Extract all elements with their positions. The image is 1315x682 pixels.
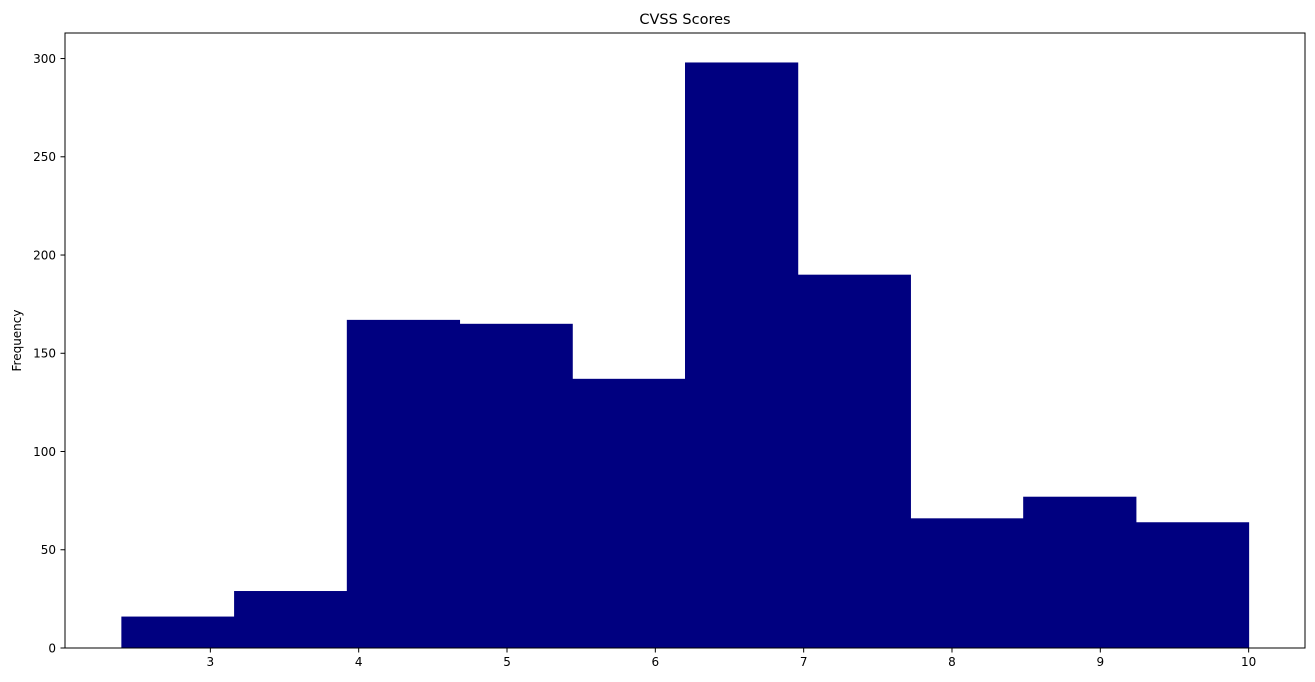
y-axis-label: Frequency bbox=[10, 310, 24, 372]
x-tick-label: 4 bbox=[355, 655, 363, 669]
x-tick-label: 3 bbox=[207, 655, 215, 669]
y-tick-label: 50 bbox=[41, 543, 56, 557]
histogram-bar bbox=[1023, 496, 1137, 648]
y-tick-label: 300 bbox=[33, 52, 56, 66]
x-tick-label: 10 bbox=[1241, 655, 1256, 669]
histogram-bar bbox=[234, 591, 348, 648]
histogram-bar bbox=[572, 378, 686, 648]
x-tick-label: 9 bbox=[1096, 655, 1104, 669]
chart-title: CVSS Scores bbox=[639, 12, 730, 28]
histogram-bar bbox=[797, 274, 911, 648]
x-tick-label: 6 bbox=[652, 655, 660, 669]
x-tick-label: 5 bbox=[503, 655, 511, 669]
histogram-bar bbox=[910, 518, 1024, 648]
x-axis: 3 4 5 6 7 8 9 10 bbox=[207, 648, 1256, 669]
histogram-bar bbox=[685, 62, 799, 649]
histogram-bar bbox=[121, 616, 235, 648]
plot-frame bbox=[64, 32, 1306, 649]
histogram-bar bbox=[346, 319, 461, 648]
histogram-bars bbox=[121, 62, 1250, 649]
x-tick-label: 7 bbox=[800, 655, 808, 669]
histogram-bar bbox=[1135, 522, 1250, 648]
y-axis: 0 50 100 150 200 250 300 bbox=[33, 52, 65, 655]
y-tick-label: 250 bbox=[33, 150, 56, 164]
y-tick-label: 150 bbox=[33, 347, 56, 361]
histogram-bar bbox=[459, 323, 573, 648]
y-tick-label: 0 bbox=[48, 641, 56, 655]
y-tick-label: 200 bbox=[33, 248, 56, 262]
x-tick-label: 8 bbox=[948, 655, 956, 669]
y-tick-label: 100 bbox=[33, 445, 56, 459]
